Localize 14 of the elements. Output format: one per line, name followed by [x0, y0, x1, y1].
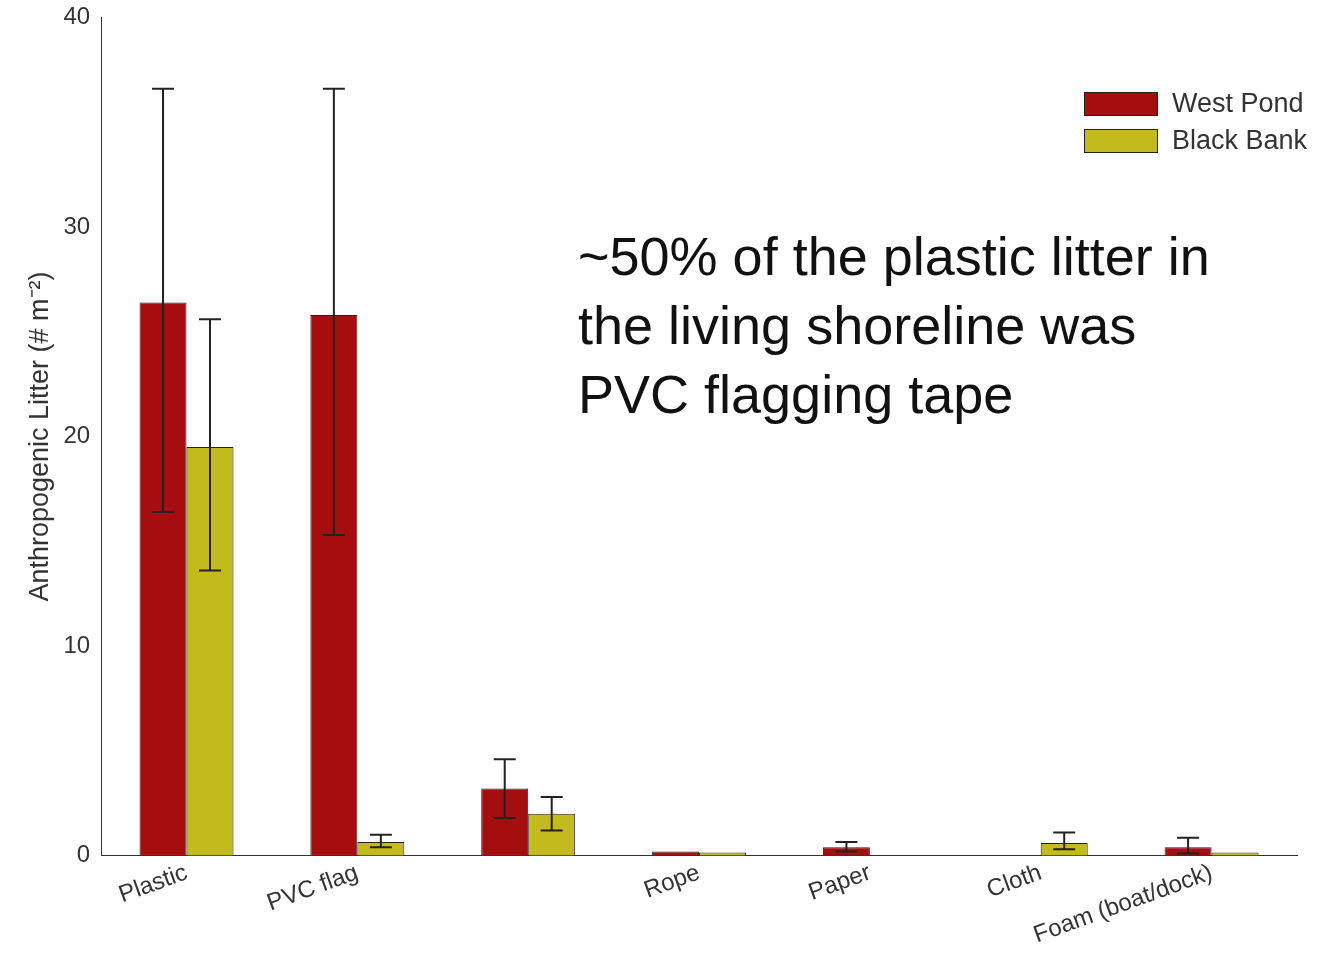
y-tick-label: 10: [63, 630, 91, 658]
y-tick-label: 0: [76, 840, 91, 868]
y-tick-label: 30: [63, 211, 91, 239]
legend-label: West Pond: [1171, 88, 1304, 119]
x-tick-label: Rope: [639, 857, 704, 903]
x-tick-label: Cloth: [982, 857, 1045, 903]
x-tick-label: Paper: [804, 857, 874, 905]
y-axis-title: Anthropogenic Litter (# m⁻²): [23, 271, 54, 602]
y-tick-label: 20: [63, 421, 91, 449]
x-tick-label: PVC flag: [263, 857, 362, 916]
annotation: ~50% of the plastic litter in the living shoreline was PVC flagging tape: [578, 225, 1211, 427]
legend-label: Black Bank: [1171, 125, 1307, 156]
x-tick-label: Plastic: [114, 857, 191, 908]
y-tick-label: 40: [63, 2, 91, 30]
